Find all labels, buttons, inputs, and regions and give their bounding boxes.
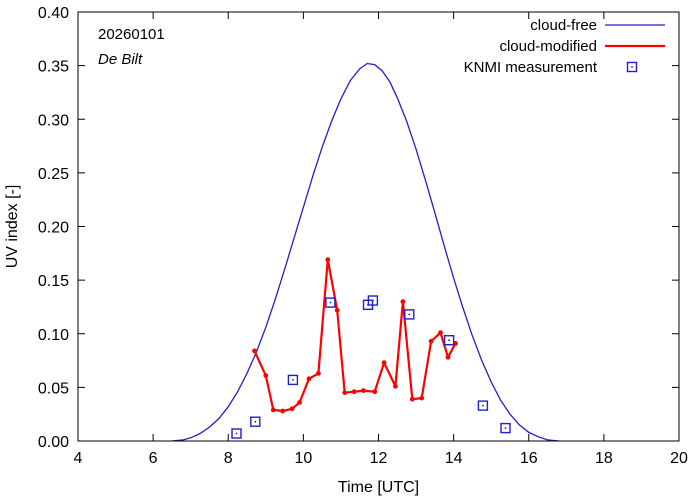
legend-label: KNMI measurement: [464, 59, 598, 76]
legend-square-dot: [631, 66, 633, 68]
series-cloud-modified-line: [253, 258, 457, 413]
cloud-modified-point: [419, 395, 425, 401]
knmi-marker-dot: [329, 301, 332, 304]
cloud-modified-point: [393, 383, 398, 389]
knmi-marker-square: [443, 335, 455, 346]
x-axis-title: Time [UTC]: [338, 479, 419, 496]
knmi-marker-square: [404, 309, 415, 320]
knmi-measurement-point: [443, 335, 455, 346]
knmi-marker-square: [325, 297, 336, 308]
legend-entry-cloud-free: cloud-free: [530, 17, 665, 34]
cloud-modified-point: [280, 408, 286, 414]
knmi-marker-dot: [448, 339, 450, 342]
legend-square-swatch: [626, 61, 638, 73]
knmi-marker-dot: [408, 313, 411, 316]
knmi-marker-square: [367, 295, 379, 306]
x-tick-label: 20: [670, 450, 688, 467]
y-tick-label: 0.40: [38, 5, 69, 22]
x-tick-label: 6: [149, 450, 158, 467]
x-tick-label: 12: [370, 450, 388, 467]
y-tick-label: 0.30: [38, 112, 69, 129]
knmi-marker-square: [287, 374, 299, 386]
cloud-modified-point: [381, 360, 387, 366]
y-tick-label: 0.05: [38, 380, 69, 397]
knmi-marker-dot: [482, 404, 484, 407]
knmi-measurement-point: [231, 428, 242, 439]
knmi-measurement-point: [477, 400, 489, 411]
date-annotation: 20260101: [98, 26, 165, 43]
knmi-marker-dot: [292, 379, 294, 381]
x-tick-label: 18: [595, 450, 613, 467]
cloud-modified-point: [297, 400, 302, 405]
knmi-marker-dot: [504, 427, 507, 429]
knmi-measurement-point: [500, 422, 511, 434]
cloud-modified-point: [372, 389, 378, 395]
y-tick-label: 0.20: [38, 220, 69, 237]
station-annotation: De Bilt: [98, 51, 143, 68]
knmi-marker-square: [231, 428, 242, 439]
cloud-modified-point: [306, 376, 312, 382]
y-tick-label: 0.15: [38, 273, 69, 290]
cloud-modified-point: [316, 371, 321, 376]
cloud-modified-point: [334, 307, 340, 313]
cloud-modified-point: [289, 406, 295, 412]
cloud-modified-point: [325, 257, 331, 263]
cloud-modified-point: [351, 389, 357, 395]
x-tick-label: 16: [520, 450, 538, 467]
cloud-modified-point: [445, 354, 451, 360]
y-tick-label: 0.25: [38, 166, 69, 183]
cloud-modified-point: [270, 407, 276, 413]
cloud-modified-point: [428, 338, 434, 344]
x-tick-label: 14: [445, 450, 463, 467]
y-tick-label: 0.00: [38, 434, 69, 451]
cloud-modified-point: [438, 330, 443, 336]
x-tick-label: 10: [294, 450, 312, 467]
knmi-marker-dot: [235, 432, 238, 435]
x-tick-label: 8: [224, 450, 233, 467]
knmi-measurement-point: [250, 416, 261, 427]
y-tick-label: 0.35: [38, 59, 69, 76]
knmi-marker-dot: [254, 420, 257, 423]
knmi-measurement-point: [325, 297, 336, 308]
knmi-marker-square: [477, 400, 489, 411]
knmi-measurement-point: [287, 374, 299, 386]
cloud-modified-point: [342, 390, 348, 396]
knmi-marker-dot: [372, 299, 374, 302]
cloud-modified-point: [400, 299, 406, 304]
series-cloud-free-line: [171, 62, 559, 442]
knmi-marker-square: [250, 416, 261, 427]
legend-label: cloud-modified: [499, 38, 597, 55]
knmi-marker-square: [500, 422, 511, 434]
cloud-modified-point: [263, 373, 269, 378]
x-tick-label: 4: [74, 450, 83, 467]
knmi-measurement-point: [404, 309, 415, 320]
cloud-modified-point: [252, 348, 257, 354]
knmi-measurement-point: [367, 295, 379, 306]
y-axis-title: UV index [-]: [4, 185, 21, 269]
legend-entry-knmi-measurement: KNMI measurement: [464, 59, 638, 76]
cloud-modified-point: [409, 396, 415, 402]
legend-entry-cloud-modified: cloud-modified: [499, 38, 665, 55]
cloud-modified-point: [361, 388, 366, 393]
y-tick-label: 0.10: [38, 327, 69, 344]
legend-label: cloud-free: [530, 17, 597, 34]
